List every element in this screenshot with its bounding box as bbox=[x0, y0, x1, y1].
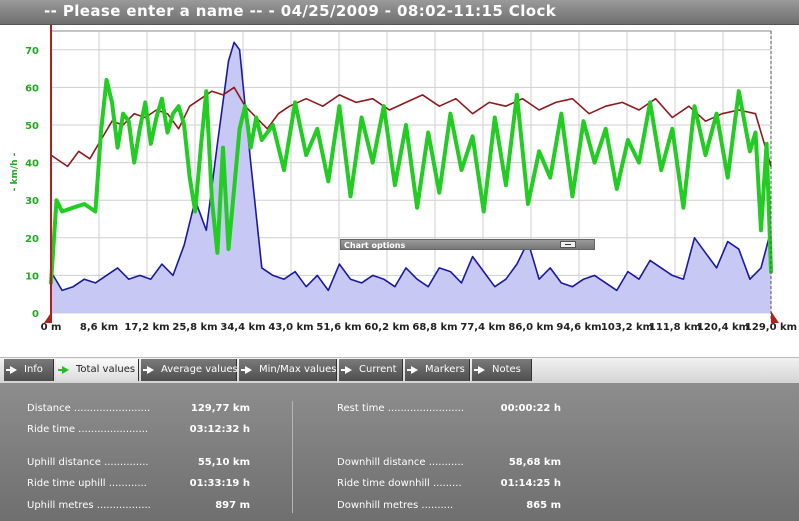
stat-label-uphill-metres: Uphill metres ................. bbox=[27, 500, 151, 511]
x-tick-label: 94,6 km bbox=[556, 322, 601, 333]
x-tick-label: 34,4 km bbox=[220, 322, 265, 333]
stat-label-uphill-distance: Uphill distance .............. bbox=[27, 457, 149, 468]
tab-markers[interactable]: Markers bbox=[405, 359, 470, 381]
x-tick-label: 51,6 km bbox=[316, 322, 361, 333]
arrow-right-icon bbox=[143, 366, 154, 374]
x-tick-label: 8,6 km bbox=[80, 322, 118, 333]
y-tick-label: 30 bbox=[25, 196, 39, 207]
tab-info[interactable]: Info bbox=[4, 359, 54, 381]
tab-min-max-values[interactable]: Min/Max values bbox=[239, 359, 337, 381]
chart-area[interactable]: 0 m 8,6 km 17,2 km 25,8 km 34,4 km 43,0 km 51,… bbox=[0, 25, 799, 355]
y-tick-label: 70 bbox=[25, 46, 39, 57]
stat-label-ride-time: Ride time ...................... bbox=[27, 424, 149, 435]
stat-value-ride-time: 03:12:32 h bbox=[189, 424, 250, 435]
stat-value-rest-time: 00:00:22 h bbox=[500, 403, 561, 414]
x-tick-label: 77,4 km bbox=[460, 322, 505, 333]
y-axis-label: - km/h - bbox=[10, 152, 20, 191]
start-marker-icon bbox=[44, 311, 52, 323]
tab-label: Total values bbox=[76, 364, 136, 375]
altitude-area bbox=[51, 42, 771, 314]
stat-value-uphill-metres: 897 m bbox=[215, 500, 250, 511]
chart-options-panel[interactable]: Chart options bbox=[340, 239, 595, 250]
x-tick-label: 25,8 km bbox=[172, 322, 217, 333]
tab-current[interactable]: Current bbox=[339, 359, 403, 381]
x-tick-label: 43,0 km bbox=[268, 322, 313, 333]
window-title: -- Please enter a name -- - 04/25/2009 -… bbox=[44, 2, 557, 20]
x-tick-label: 68,8 km bbox=[412, 322, 457, 333]
y-tick-label: 60 bbox=[25, 83, 39, 94]
x-tick-label: 60,2 km bbox=[364, 322, 409, 333]
x-tick-label: 111,8 km bbox=[649, 322, 701, 333]
tab-notes[interactable]: Notes bbox=[472, 359, 532, 381]
altitude-series-line bbox=[50, 41, 772, 292]
tab-label: Notes bbox=[492, 364, 521, 375]
stat-value-distance: 129,77 km bbox=[190, 403, 250, 414]
stat-label-ride-time-uphill: Ride time uphill ............ bbox=[27, 478, 147, 489]
tab-label: Info bbox=[24, 364, 43, 375]
x-tick-label: 120,4 km bbox=[697, 322, 749, 333]
average-speed-series-line bbox=[50, 86, 772, 168]
stat-value-downhill-distance: 58,68 km bbox=[508, 457, 561, 468]
stat-label-rest-time: Rest time ........................ bbox=[337, 403, 465, 414]
arrow-right-icon bbox=[407, 366, 418, 374]
tab-label: Markers bbox=[425, 364, 465, 375]
x-tick-label: 86,0 km bbox=[508, 322, 553, 333]
stat-value-downhill-metres: 865 m bbox=[526, 500, 561, 511]
total-values-panel: Distance ........................ 129,77… bbox=[0, 383, 799, 521]
minimize-icon[interactable] bbox=[560, 241, 576, 248]
stat-label-downhill-distance: Downhill distance ........... bbox=[337, 457, 464, 468]
arrow-right-icon bbox=[6, 366, 17, 374]
tab-average-values[interactable]: Average values bbox=[141, 359, 238, 381]
arrow-right-icon bbox=[58, 366, 69, 374]
y-tick-label: 50 bbox=[25, 121, 39, 132]
y-tick-label: 20 bbox=[25, 234, 39, 245]
arrow-right-icon bbox=[474, 366, 485, 374]
arrow-right-icon bbox=[241, 366, 252, 374]
stat-value-ride-time-uphill: 01:33:19 h bbox=[189, 478, 250, 489]
title-bar: -- Please enter a name -- - 04/25/2009 -… bbox=[0, 0, 799, 25]
end-marker-icon bbox=[771, 311, 779, 323]
chart-options-label: Chart options bbox=[344, 241, 406, 250]
x-tick-label: 0 m bbox=[41, 322, 62, 333]
speed-altitude-chart: 0 m 8,6 km 17,2 km 25,8 km 34,4 km 43,0 km 51,… bbox=[10, 25, 797, 333]
stat-value-uphill-distance: 55,10 km bbox=[197, 457, 250, 468]
speed-series-line bbox=[49, 77, 773, 285]
stat-label-ride-time-downhill: Ride time downhill ......... bbox=[337, 478, 462, 489]
stat-label-downhill-metres: Downhill metres .......... bbox=[337, 500, 454, 511]
tab-total-values[interactable]: Total values bbox=[56, 359, 139, 381]
y-tick-label: 40 bbox=[25, 159, 39, 170]
arrow-right-icon bbox=[341, 366, 352, 374]
tab-label: Average values bbox=[161, 364, 238, 375]
x-tick-label: 103,2 km bbox=[601, 322, 653, 333]
tab-bar: Info Total values Average values Min/Max… bbox=[0, 357, 799, 384]
tab-label: Current bbox=[359, 364, 397, 375]
stat-label-distance: Distance ........................ bbox=[27, 403, 151, 414]
tab-label: Min/Max values bbox=[259, 364, 337, 375]
y-tick-label: 10 bbox=[25, 271, 39, 282]
stat-value-ride-time-downhill: 01:14:25 h bbox=[500, 478, 561, 489]
x-tick-label: 129,0 km bbox=[745, 322, 797, 333]
column-divider bbox=[292, 401, 293, 513]
x-tick-label: 17,2 km bbox=[124, 322, 169, 333]
y-tick-label: 0 bbox=[32, 309, 39, 320]
